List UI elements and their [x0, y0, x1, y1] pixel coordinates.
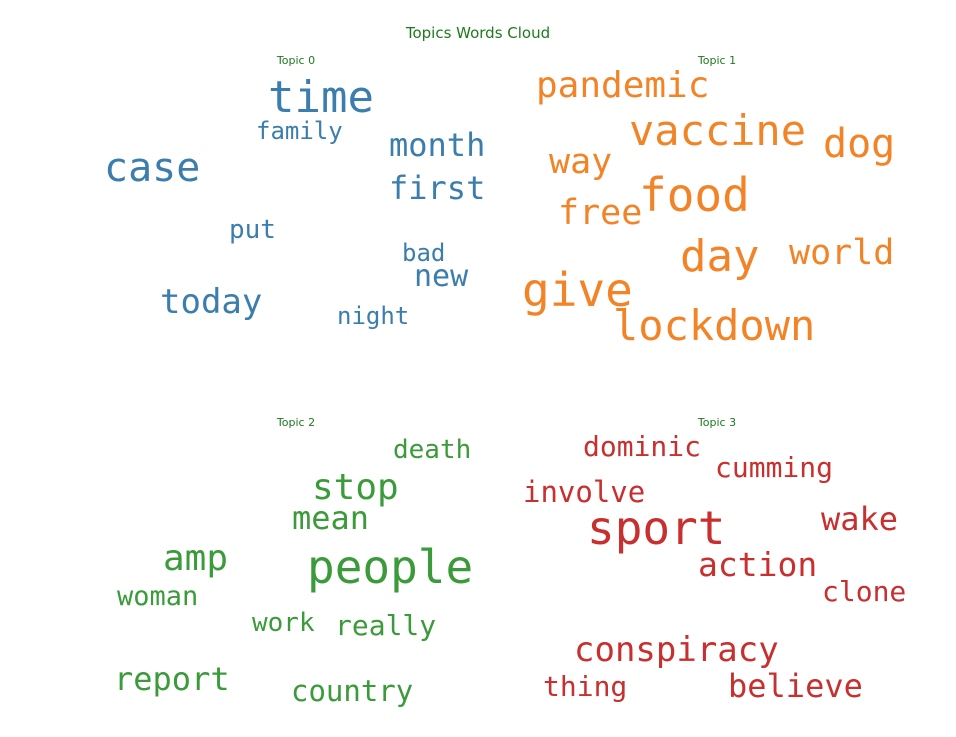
topic-3-word: dominic	[583, 430, 702, 463]
topic-3-word: conspiracy	[574, 630, 779, 670]
topic-3-word: believe	[728, 667, 863, 705]
figure-title: Topics Words Cloud	[405, 24, 551, 42]
topic-2-word: people	[307, 540, 474, 594]
topic-0-word: put	[229, 215, 276, 245]
topic-0-title: Topic 0	[276, 54, 316, 67]
topic-2-word: amp	[163, 538, 229, 579]
topic-1-word: free	[558, 193, 643, 233]
topic-1-word: world	[789, 233, 895, 273]
topic-2-word: stop	[312, 467, 399, 508]
topic-1-title: Topic 1	[697, 54, 737, 67]
topic-0-word: bad	[402, 239, 446, 267]
topic-0-word: first	[389, 169, 486, 207]
topic-2-title: Topic 2	[276, 416, 316, 429]
topic-0-word: case	[104, 145, 201, 191]
topic-2-word: mean	[292, 499, 370, 537]
topic-1-word: dog	[823, 121, 896, 167]
topic-1-word: pandemic	[536, 65, 710, 106]
topic-3-title: Topic 3	[697, 416, 737, 429]
topic-3-word: sport	[587, 501, 726, 555]
topic-3-word: action	[698, 545, 818, 584]
topic-0-word: today	[160, 282, 263, 322]
topic-3-word: cumming	[715, 451, 834, 484]
topic-1-word: vaccine	[629, 106, 807, 155]
topic-2-word: death	[393, 435, 472, 465]
topic-3-word: involve	[523, 475, 646, 509]
topic-0-word: new	[414, 259, 469, 294]
topic-3-word: thing	[543, 670, 628, 703]
topic-2-word: report	[114, 660, 230, 698]
topic-3-word: wake	[821, 500, 899, 538]
topic-0-word: time	[268, 72, 374, 123]
topic-1-word: give	[522, 263, 633, 317]
topic-1-word: way	[549, 142, 613, 182]
topic-0-word: family	[256, 117, 343, 145]
topic-1-word: food	[639, 168, 750, 222]
topic-0-word: month	[389, 126, 486, 164]
topic-1-word: lockdown	[613, 301, 816, 350]
topic-0-word: night	[337, 302, 410, 330]
topic-2-word: woman	[117, 581, 199, 612]
topic-3-word: clone	[822, 575, 907, 608]
topic-2-word: country	[291, 674, 414, 708]
topic-2-word: really	[335, 609, 437, 642]
topic-1-word: day	[680, 231, 760, 282]
topic-2-word: work	[252, 608, 315, 638]
